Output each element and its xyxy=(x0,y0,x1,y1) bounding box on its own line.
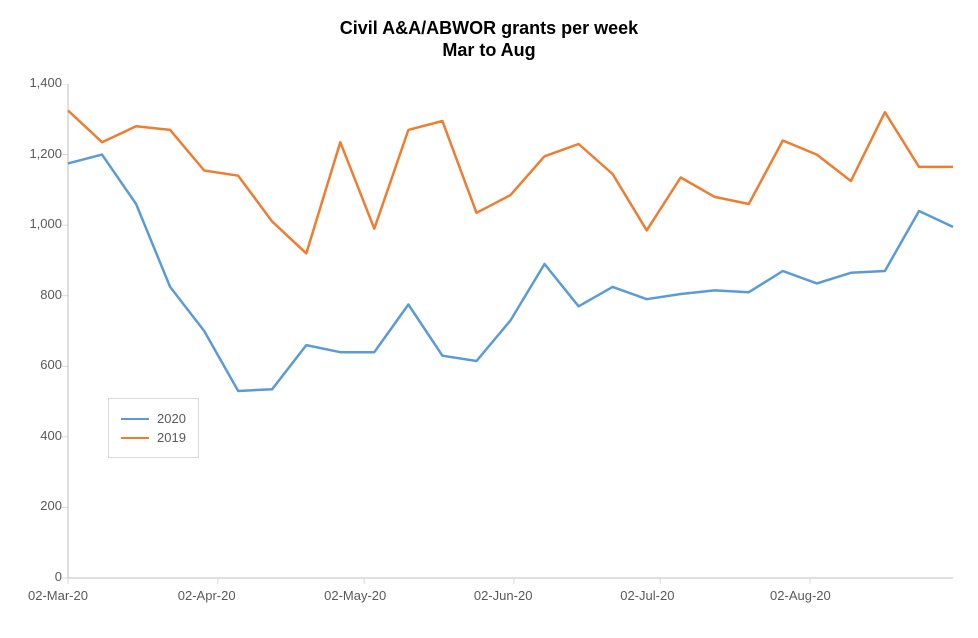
legend-item: 2020 xyxy=(121,411,186,426)
x-axis-label: 02-May-20 xyxy=(324,588,414,603)
legend-label: 2020 xyxy=(157,411,186,426)
x-axis-label: 02-Mar-20 xyxy=(28,588,118,603)
chart-title-line1: Civil A&A/ABWOR grants per week xyxy=(0,18,978,40)
x-axis-label: 02-Aug-20 xyxy=(770,588,860,603)
series-2019 xyxy=(68,111,953,254)
y-axis-label: 1,200 xyxy=(29,146,62,161)
y-axis-label: 200 xyxy=(40,498,62,513)
x-axis-label: 02-Apr-20 xyxy=(178,588,268,603)
y-axis-label: 1,000 xyxy=(29,216,62,231)
chart-legend: 2020 2019 xyxy=(108,398,199,458)
legend-swatch xyxy=(121,418,149,420)
y-axis-label: 1,400 xyxy=(29,75,62,90)
y-axis-label: 800 xyxy=(40,287,62,302)
legend-label: 2019 xyxy=(157,430,186,445)
chart-container: Civil A&A/ABWOR grants per week Mar to A… xyxy=(0,0,978,638)
chart-title-line2: Mar to Aug xyxy=(0,40,978,62)
x-axis-label: 02-Jul-20 xyxy=(620,588,710,603)
chart-title: Civil A&A/ABWOR grants per week Mar to A… xyxy=(0,18,978,61)
series-2020 xyxy=(68,155,953,391)
chart-plot xyxy=(58,84,963,628)
legend-swatch xyxy=(121,437,149,439)
legend-item: 2019 xyxy=(121,430,186,445)
y-axis-label: 400 xyxy=(40,428,62,443)
y-axis-label: 0 xyxy=(55,569,62,584)
x-axis-label: 02-Jun-20 xyxy=(474,588,564,603)
y-axis-label: 600 xyxy=(40,357,62,372)
